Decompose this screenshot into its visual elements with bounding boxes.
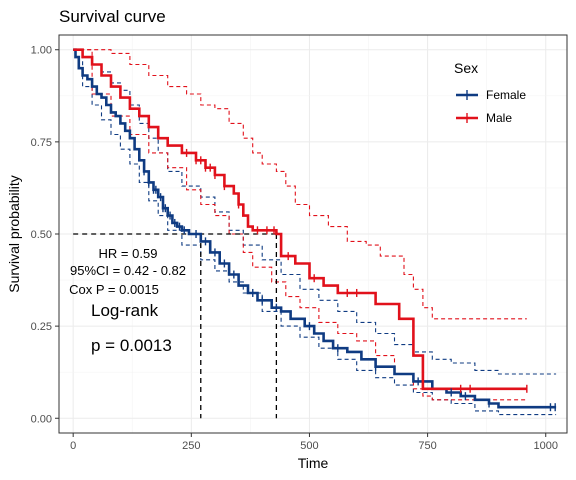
legend: Sex Female Male xyxy=(454,60,526,125)
male-legend-label: Male xyxy=(486,111,512,125)
x-tick-label: 0 xyxy=(70,440,76,452)
y-tick-label: 0.75 xyxy=(31,137,52,149)
x-tick-label: 1000 xyxy=(533,440,557,452)
x-axis-title: Time xyxy=(298,455,329,471)
pvalue-annotation: p = 0.0013 xyxy=(91,336,172,355)
cox-p-annotation: Cox P = 0.0015 xyxy=(69,282,159,297)
male-ci-upper-line xyxy=(73,49,527,320)
y-axis: 0.00 0.25 0.50 0.75 1.00 xyxy=(31,45,59,425)
y-tick-label: 1.00 xyxy=(31,45,52,57)
median-lines xyxy=(73,233,278,419)
grid xyxy=(59,35,567,433)
x-tick-label: 500 xyxy=(300,440,318,452)
male-ci-lower-line xyxy=(73,49,527,401)
censor-marks xyxy=(143,148,556,412)
x-tick-label: 250 xyxy=(182,440,200,452)
y-tick-label: 0.25 xyxy=(31,321,52,333)
logrank-annotation: Log-rank xyxy=(91,301,159,320)
ci-annotation: 95%CI = 0.42 - 0.82 xyxy=(70,263,186,278)
y-tick-label: 0.00 xyxy=(31,413,52,425)
female-legend-label: Female xyxy=(486,88,526,102)
female-survival-line xyxy=(73,48,557,409)
y-axis-title: Survival probability xyxy=(6,175,22,293)
x-axis: 0 250 500 750 1000 xyxy=(70,433,558,452)
y-tick-label: 0.50 xyxy=(31,229,52,241)
legend-title: Sex xyxy=(454,60,478,76)
chart-title: Survival curve xyxy=(59,7,166,26)
hr-annotation: HR = 0.59 xyxy=(99,246,158,261)
x-tick-label: 750 xyxy=(418,440,436,452)
